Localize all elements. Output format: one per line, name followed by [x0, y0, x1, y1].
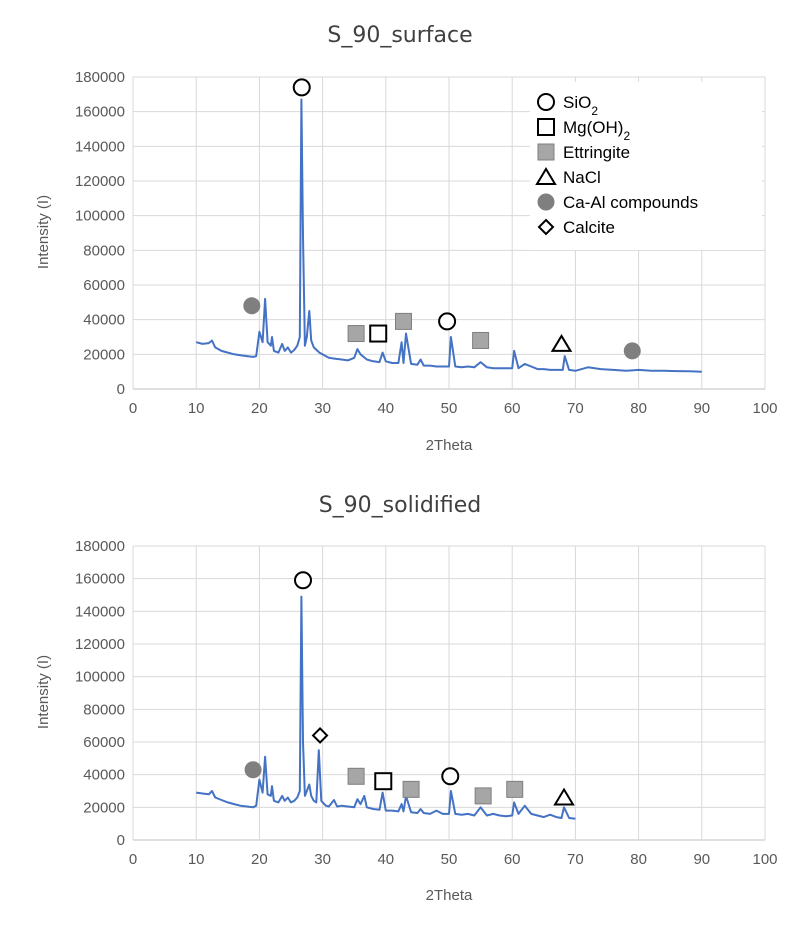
phase-marker-square-gray	[347, 325, 365, 343]
y-tick-label: 0	[117, 832, 125, 849]
chart-title: S_90_solidified	[319, 493, 482, 518]
y-tick-label: 40000	[83, 312, 125, 329]
phase-marker-circle-filled	[623, 342, 641, 360]
legend-background	[530, 82, 762, 250]
x-tick-label: 60	[504, 400, 521, 417]
y-tick-label: 100000	[75, 669, 125, 686]
legend-symbol-circle-open	[537, 93, 555, 111]
phase-marker-circle-filled	[243, 297, 261, 315]
series-line-surface	[195, 98, 702, 373]
phase-marker-square-gray	[472, 331, 490, 349]
y-tick-label: 100000	[75, 208, 125, 225]
x-tick-label: 70	[567, 851, 584, 868]
phase-marker-circle-open	[292, 78, 311, 97]
x-tick-label: 20	[251, 851, 268, 868]
legend-entry-label: SiO2	[563, 93, 598, 118]
phase-marker-diamond-open	[311, 727, 329, 744]
legend-symbol-square-gray	[537, 143, 555, 161]
x-tick-label: 40	[377, 400, 394, 417]
phase-marker-square-gray	[394, 312, 412, 330]
legend-symbol-square-open	[537, 118, 555, 136]
legend-entry-label: Mg(OH)2	[563, 118, 630, 143]
legend-symbol-diamond-open	[537, 218, 555, 236]
y-tick-label: 0	[117, 381, 125, 398]
x-tick-label: 60	[504, 851, 521, 868]
y-axis-label: Intensity (I)	[35, 195, 52, 269]
x-tick-label: 0	[129, 851, 137, 868]
x-axis-label: 2Theta	[426, 887, 473, 904]
phase-marker-circle-open	[441, 767, 460, 786]
phase-marker-square-gray	[506, 780, 524, 798]
legend-entry-label: NaCl	[563, 168, 601, 187]
y-tick-label: 60000	[83, 734, 125, 751]
phase-markers	[243, 78, 641, 360]
phase-markers	[244, 571, 575, 806]
y-tick-label: 40000	[83, 767, 125, 784]
y-tick-label: 160000	[75, 571, 125, 588]
phase-marker-square-open	[369, 324, 388, 343]
phase-marker-circle-filled	[244, 761, 262, 779]
y-tick-label: 140000	[75, 138, 125, 155]
y-tick-label: 160000	[75, 104, 125, 121]
y-tick-label: 180000	[75, 538, 125, 555]
phase-marker-circle-open	[294, 571, 313, 590]
x-tick-label: 100	[752, 400, 777, 417]
phase-marker-circle-open	[438, 312, 457, 331]
y-tick-label: 20000	[83, 346, 125, 363]
y-tick-label: 80000	[83, 701, 125, 718]
chart-solidified: S_90_solidified 020000400006000080000100…	[35, 493, 778, 904]
legend-symbol-circle-filled	[537, 193, 555, 211]
x-tick-label: 50	[441, 400, 458, 417]
y-tick-label: 120000	[75, 636, 125, 653]
y-tick-label: 120000	[75, 173, 125, 190]
x-tick-label: 20	[251, 400, 268, 417]
legend-entry-label: Ca-Al compounds	[563, 193, 698, 212]
legend-symbol-triangle-open	[535, 167, 557, 185]
phase-marker-square-gray	[347, 767, 365, 785]
y-axis-label: Intensity (I)	[35, 655, 52, 729]
y-tick-labels: 0 20000 40000 60000 80000 100000 120000 140000 1…	[75, 69, 125, 398]
x-tick-label: 50	[441, 851, 458, 868]
y-tick-label: 180000	[75, 69, 125, 86]
x-tick-label: 100	[752, 851, 777, 868]
x-axis-label: 2Theta	[426, 437, 473, 454]
y-tick-label: 80000	[83, 242, 125, 259]
y-tick-label: 60000	[83, 277, 125, 294]
gridlines	[132, 545, 766, 841]
legend-entry-label: Ettringite	[563, 143, 630, 162]
x-tick-label: 70	[567, 400, 584, 417]
phase-marker-square-open	[374, 772, 393, 791]
x-tick-label: 30	[314, 851, 331, 868]
x-tick-label: 90	[693, 851, 710, 868]
series-line-solidified	[196, 595, 576, 820]
phase-marker-triangle-open	[550, 333, 573, 352]
x-tick-label: 90	[693, 400, 710, 417]
y-tick-label: 20000	[83, 799, 125, 816]
x-tick-label: 80	[630, 400, 647, 417]
phase-marker-triangle-open	[553, 787, 575, 806]
chart-title: S_90_surface	[327, 23, 472, 48]
x-tick-labels: 0 10 20 30 40 50 60 70 80 90 100	[129, 851, 778, 868]
x-tick-label: 10	[188, 851, 205, 868]
x-tick-label: 0	[129, 400, 137, 417]
phase-marker-square-gray	[474, 787, 492, 805]
x-tick-label: 80	[630, 851, 647, 868]
phase-marker-square-gray	[402, 780, 420, 798]
x-tick-label: 40	[377, 851, 394, 868]
x-tick-label: 30	[314, 400, 331, 417]
chart-surface: S_90_surface 0 20000 40000 60000 80000 100000…	[35, 23, 778, 454]
y-tick-labels: 0 20000 40000 60000 80000 100000 120000 140000 1…	[75, 538, 125, 849]
x-tick-labels: 0 10 20 30 40 50 60 70 80 90 100	[129, 400, 778, 417]
legend-entry-label: Calcite	[563, 218, 615, 237]
y-tick-label: 140000	[75, 603, 125, 620]
x-tick-label: 10	[188, 400, 205, 417]
